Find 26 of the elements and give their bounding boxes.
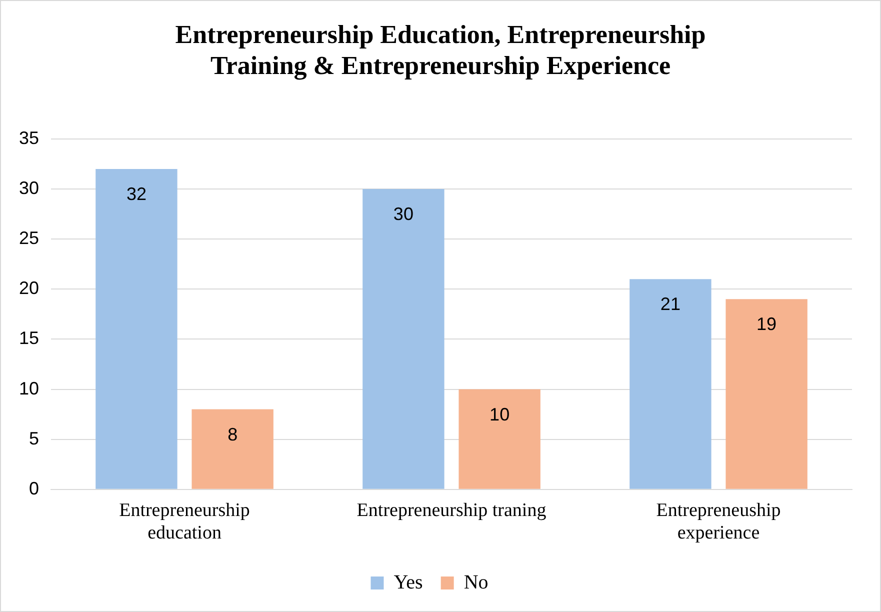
- y-tick-label: 0: [29, 478, 40, 498]
- y-tick-label: 30: [18, 178, 40, 198]
- y-tick-label: 15: [18, 328, 40, 348]
- data-label: 32: [126, 184, 146, 204]
- chart-title: Entrepreneurship Education, Entrepreneurship Training & Entrepreneurship Experience: [174, 19, 707, 81]
- x-tick-label: Entrepreneurship traning: [356, 500, 547, 521]
- y-tick-label: 5: [29, 428, 40, 448]
- data-label: 30: [393, 204, 414, 224]
- y-tick-label: 20: [18, 278, 40, 298]
- y-tick-label: 35: [18, 128, 40, 148]
- bar: [362, 189, 444, 489]
- y-tick-label: 25: [18, 228, 40, 248]
- bar: [96, 169, 178, 489]
- data-label: 10: [490, 404, 510, 424]
- y-tick-label: 10: [18, 378, 40, 398]
- legend-label: Yes: [394, 571, 424, 594]
- data-label: 21: [660, 294, 680, 314]
- data-label: 8: [228, 424, 238, 444]
- data-label: 19: [756, 314, 777, 334]
- x-tick-label: Entrepreneuship experience: [656, 500, 781, 544]
- legend-label: No: [464, 571, 488, 594]
- bar: [726, 299, 808, 489]
- bar: [630, 279, 712, 489]
- bar: [192, 409, 274, 489]
- bar: [458, 389, 540, 489]
- x-tick-label: Entrepreneurship education: [119, 500, 250, 544]
